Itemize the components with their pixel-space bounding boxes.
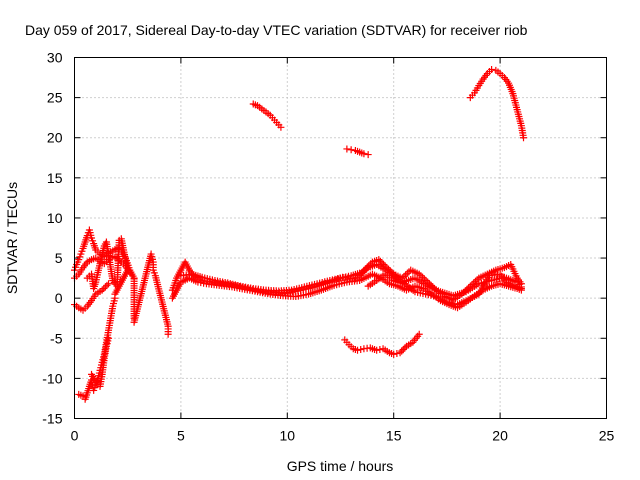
x-axis-label: GPS time / hours (287, 458, 394, 474)
y-tick-label: -5 (50, 330, 63, 346)
y-tick-label: 15 (47, 170, 63, 186)
y-tick-label: 25 (47, 90, 63, 106)
data-point (164, 330, 172, 338)
grid (74, 57, 607, 419)
data-point (401, 344, 409, 352)
data-point (402, 271, 410, 279)
y-tick-label: 5 (55, 250, 63, 266)
x-tick-label: 5 (177, 428, 185, 444)
y-tick-label: -10 (42, 370, 62, 386)
data-point (403, 269, 411, 277)
chart-title: Day 059 of 2017, Sidereal Day-to-day VTE… (25, 22, 528, 38)
axis-ticks: 0 5 10 15 20 25 -15 -10 -5 0 5 10 15 20 25 30 (42, 50, 614, 444)
data-point (520, 134, 528, 142)
data-point (373, 346, 381, 354)
y-axis-label: SDTVAR / TECUs (4, 182, 20, 294)
data-point (398, 347, 406, 355)
data-point (105, 334, 113, 342)
data-point (415, 270, 423, 278)
data-point (103, 281, 111, 289)
data-point (98, 286, 106, 294)
data-point (364, 151, 372, 159)
data-point (417, 272, 425, 280)
data-point (415, 330, 423, 338)
data-point (420, 275, 428, 283)
data-point (277, 123, 285, 131)
x-tick-label: 15 (386, 428, 402, 444)
data-point (100, 285, 108, 293)
data-point (399, 346, 407, 354)
plot-frame (74, 57, 607, 419)
data-point (347, 146, 355, 154)
data-point (393, 350, 401, 358)
x-tick-label: 0 (71, 428, 79, 444)
data-point (376, 257, 384, 265)
data-point (375, 256, 383, 264)
data-point (396, 349, 404, 357)
x-tick-label: 25 (599, 428, 615, 444)
y-tick-label: 0 (55, 290, 63, 306)
data-point (419, 273, 427, 281)
y-tick-label: -15 (42, 411, 62, 427)
x-tick-label: 10 (280, 428, 296, 444)
data-point (405, 268, 413, 276)
data-point (101, 283, 109, 291)
data-point (378, 259, 386, 267)
data-point (354, 346, 362, 354)
data-point (357, 346, 365, 354)
data-point (111, 294, 119, 302)
y-tick-label: 20 (47, 130, 63, 146)
data-point (105, 280, 113, 288)
data-point (360, 150, 368, 158)
data-point (488, 66, 496, 74)
data-point (517, 285, 525, 293)
y-tick-label: 10 (47, 210, 63, 226)
x-tick-label: 20 (492, 428, 508, 444)
data-point (343, 145, 351, 153)
data-points (71, 66, 528, 403)
data-point (390, 350, 398, 358)
y-tick-label: 30 (47, 50, 63, 66)
